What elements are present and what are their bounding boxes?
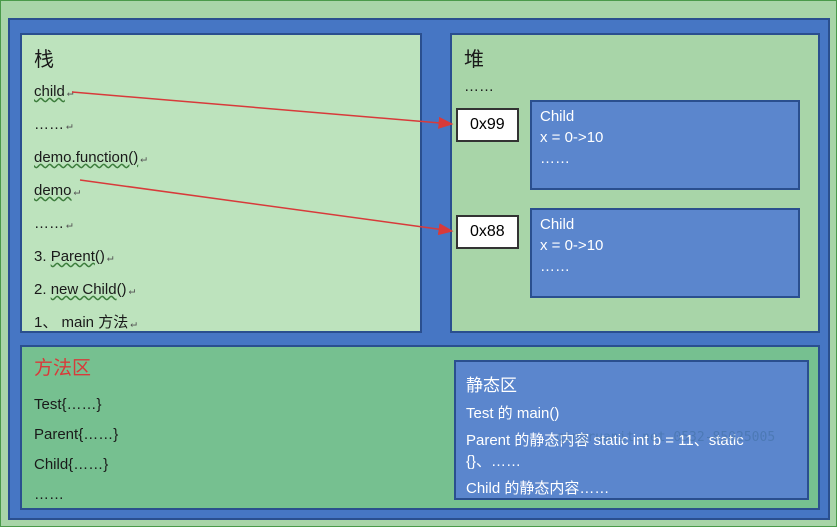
line-end: ↵ [74, 185, 81, 198]
stack-title: 栈 [34, 41, 408, 76]
static-line: Child 的静态内容…… [466, 474, 797, 501]
stack-line: demo.function()↵ [34, 142, 408, 175]
line-end: ↵ [129, 284, 136, 297]
line-end: ↵ [67, 86, 74, 99]
stack-text: demo.function() [34, 149, 138, 166]
line-end: ↵ [107, 251, 114, 264]
heap-object-line: Child [540, 106, 790, 127]
heap-object: Childx = 0->10…… [530, 100, 800, 190]
static-line: Test 的 main() [466, 399, 797, 426]
heap-ellipsis: …… [464, 76, 806, 97]
heap-object-line: …… [540, 256, 790, 277]
heap-title: 堆 [464, 41, 806, 76]
stack-box: 栈child↵……↵demo.function()↵demo↵……↵3. Par… [20, 33, 422, 333]
stack-line: child↵ [34, 76, 408, 109]
heap-object-line: …… [540, 148, 790, 169]
stack-text: child [34, 83, 65, 100]
heap-object-line: Child [540, 214, 790, 235]
heap-object: Childx = 0->10…… [530, 208, 800, 298]
stack-line: ……↵ [34, 208, 408, 241]
line-end: ↵ [130, 317, 137, 330]
stack-text: demo [34, 182, 72, 199]
stack-line: 1、 main 方法↵ [34, 307, 408, 340]
heap-object-line: x = 0->10 [540, 127, 790, 148]
line-end: ↵ [66, 119, 73, 132]
stack-line: demo↵ [34, 175, 408, 208]
address-box: 0x99 [456, 108, 519, 142]
static-title: 静态区 [466, 368, 797, 399]
stack-line: 2. new Child()↵ [34, 274, 408, 307]
stack-line: ……↵ [34, 109, 408, 142]
heap-object-line: x = 0->10 [540, 235, 790, 256]
address-box: 0x88 [456, 215, 519, 249]
watermark: qingruanit.net 0532-85025005 [556, 430, 775, 445]
stack-ul: new Child [51, 281, 117, 298]
line-end: ↵ [140, 152, 147, 165]
stack-ul: Parent [51, 248, 95, 265]
stack-line: 3. Parent()↵ [34, 241, 408, 274]
line-end: ↵ [66, 218, 73, 231]
